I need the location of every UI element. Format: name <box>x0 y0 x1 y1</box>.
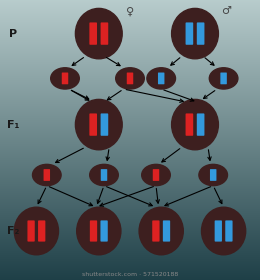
Circle shape <box>139 207 183 255</box>
FancyBboxPatch shape <box>101 22 108 45</box>
FancyBboxPatch shape <box>38 220 45 242</box>
Text: P: P <box>9 29 17 39</box>
Circle shape <box>75 99 122 150</box>
FancyBboxPatch shape <box>210 169 216 181</box>
Text: ♂: ♂ <box>221 6 231 16</box>
FancyBboxPatch shape <box>220 73 227 84</box>
Text: F₁: F₁ <box>7 120 19 130</box>
FancyBboxPatch shape <box>62 73 68 84</box>
FancyBboxPatch shape <box>186 113 193 136</box>
Circle shape <box>172 8 218 59</box>
FancyBboxPatch shape <box>89 113 97 136</box>
Circle shape <box>172 99 218 150</box>
Ellipse shape <box>209 68 238 89</box>
FancyBboxPatch shape <box>225 220 232 242</box>
Circle shape <box>75 8 122 59</box>
Circle shape <box>14 207 58 255</box>
Text: ♀: ♀ <box>126 6 134 16</box>
FancyBboxPatch shape <box>186 22 193 45</box>
Circle shape <box>77 207 121 255</box>
FancyBboxPatch shape <box>100 220 108 242</box>
FancyBboxPatch shape <box>101 113 108 136</box>
Ellipse shape <box>147 68 176 89</box>
Ellipse shape <box>142 164 170 186</box>
FancyBboxPatch shape <box>89 22 97 45</box>
FancyBboxPatch shape <box>127 73 133 84</box>
Ellipse shape <box>199 164 228 186</box>
Circle shape <box>202 207 246 255</box>
FancyBboxPatch shape <box>163 220 170 242</box>
Text: F₂: F₂ <box>7 226 19 236</box>
FancyBboxPatch shape <box>44 169 50 181</box>
FancyBboxPatch shape <box>158 73 164 84</box>
Text: shutterstock.com · 571520188: shutterstock.com · 571520188 <box>82 272 178 277</box>
FancyBboxPatch shape <box>153 169 159 181</box>
FancyBboxPatch shape <box>101 169 107 181</box>
FancyBboxPatch shape <box>28 220 35 242</box>
FancyBboxPatch shape <box>215 220 222 242</box>
Ellipse shape <box>32 164 61 186</box>
FancyBboxPatch shape <box>197 22 204 45</box>
Ellipse shape <box>51 68 79 89</box>
FancyBboxPatch shape <box>197 113 204 136</box>
FancyBboxPatch shape <box>152 220 160 242</box>
Ellipse shape <box>116 68 144 89</box>
FancyBboxPatch shape <box>90 220 97 242</box>
Ellipse shape <box>90 164 118 186</box>
